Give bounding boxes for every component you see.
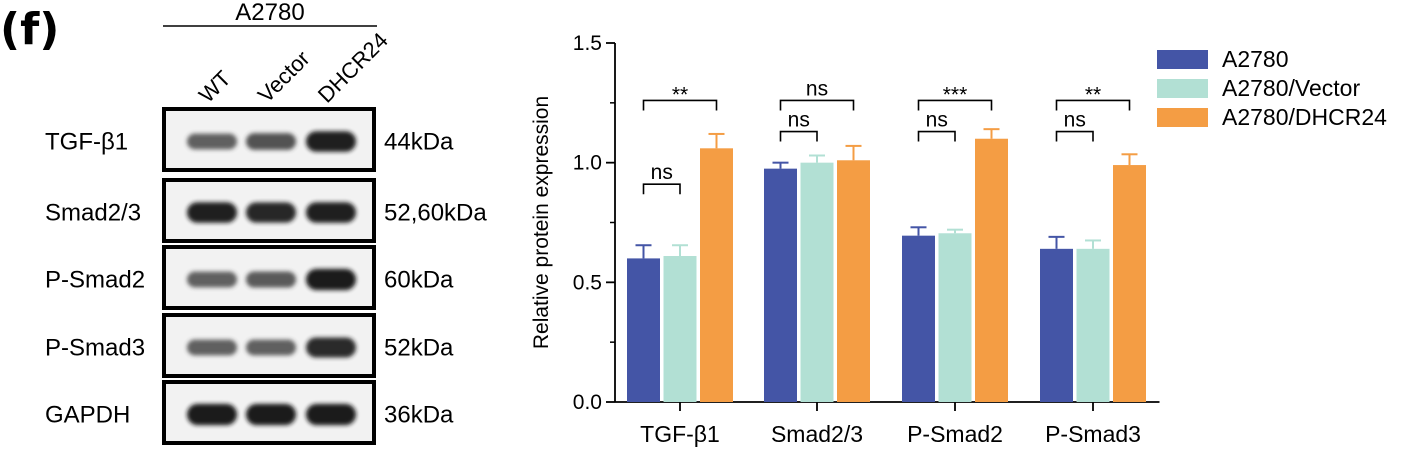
band [306,337,356,358]
blot-row: P-Smad3 52kDa [45,313,454,378]
legend-swatch [1157,50,1208,69]
blot-row: GAPDH 36kDa [45,380,454,445]
x-tick-label: Smad2/3 [771,421,863,447]
protein-label: TGF-β1 [45,129,128,156]
cell-line-label: A2780 [235,0,304,26]
legend-swatch [1157,79,1208,98]
sig-bracket [917,130,956,142]
legend-label: A2780/DHCR24 [1222,104,1387,130]
x-tick-label: TGF-β1 [640,421,720,447]
legend-label: A2780/Vector [1222,75,1360,101]
y-axis: 0.0 0.5 1.0 1.5 [573,32,616,414]
sig-bracket [1055,130,1094,142]
bar [663,256,697,402]
bar [975,138,1008,402]
protein-label: P-Smad3 [45,335,145,362]
lane-label-vector: Vector [253,46,315,108]
band [306,268,356,291]
sig-label: ** [672,83,688,106]
bar [700,148,733,402]
legend-swatch [1157,108,1208,127]
sig-label: ns [1064,109,1086,132]
size-label: 52,60kDa [384,200,487,227]
x-axis: TGF-β1 Smad2/3 P-Smad2 P-Smad3 [615,401,1160,447]
sig-label: ns [806,77,828,100]
x-tick-label: P-Smad2 [907,421,1003,447]
size-label: 52kDa [384,335,454,362]
sig-bracket [642,183,681,195]
y-tick-label: 0.5 [573,271,602,294]
y-tick-label: 1.5 [573,32,602,55]
sig-label: ns [788,109,810,132]
sig-label: ** [1085,83,1101,106]
significance-brackets: ns ** ns ns ns *** ns ** [642,77,1131,195]
band [187,271,237,288]
protein-label: Smad2/3 [45,200,141,227]
sig-label: *** [943,83,968,106]
y-tick-label: 0.0 [573,391,602,414]
bar [1040,248,1073,402]
size-label: 36kDa [384,402,454,429]
y-axis-title: Relative protein expression [530,96,553,349]
bar [1076,248,1110,402]
sig-label: ns [651,161,673,184]
x-tick-label: P-Smad3 [1045,421,1141,447]
bar [627,258,660,402]
blot-row: P-Smad2 60kDa [45,245,454,310]
band [306,202,356,223]
band [246,133,296,150]
band [246,403,296,426]
band [187,339,237,356]
bar [902,235,935,402]
band [306,131,356,152]
blot-row: TGF-β1 44kDa [45,107,454,172]
lane-label-dhcr24: DHCR24 [313,28,393,108]
bar [938,233,972,402]
sig-label: ns [926,109,948,132]
band [187,133,237,150]
protein-label: P-Smad2 [45,267,145,294]
band [306,403,356,426]
band [246,271,296,288]
legend: A2780 A2780/Vector A2780/DHCR24 [1157,46,1387,130]
size-label: 60kDa [384,267,454,294]
panel-label: (f) [0,4,59,55]
band [246,202,296,223]
bars [627,128,1146,402]
bar [837,160,870,402]
lane-label-wt: WT [194,66,236,108]
protein-label: GAPDH [45,402,130,429]
sig-bracket [917,99,993,111]
band [246,339,296,356]
bar [1113,165,1146,402]
size-label: 44kDa [384,129,454,156]
sig-bracket [779,130,818,142]
band [187,202,237,223]
bar-chart: 0.0 0.5 1.0 1.5 TGF-β1 Smad2/3 P-Smad2 P-Smad3… [530,32,1387,447]
band [187,403,237,426]
bar [764,168,797,402]
sig-bracket [1055,99,1131,111]
blot-row: Smad2/3 52,60kDa [45,178,487,243]
sig-bracket [642,99,718,111]
sig-bracket [779,99,855,111]
y-tick-label: 1.0 [573,152,602,175]
bar [800,162,834,402]
legend-label: A2780 [1222,46,1289,72]
